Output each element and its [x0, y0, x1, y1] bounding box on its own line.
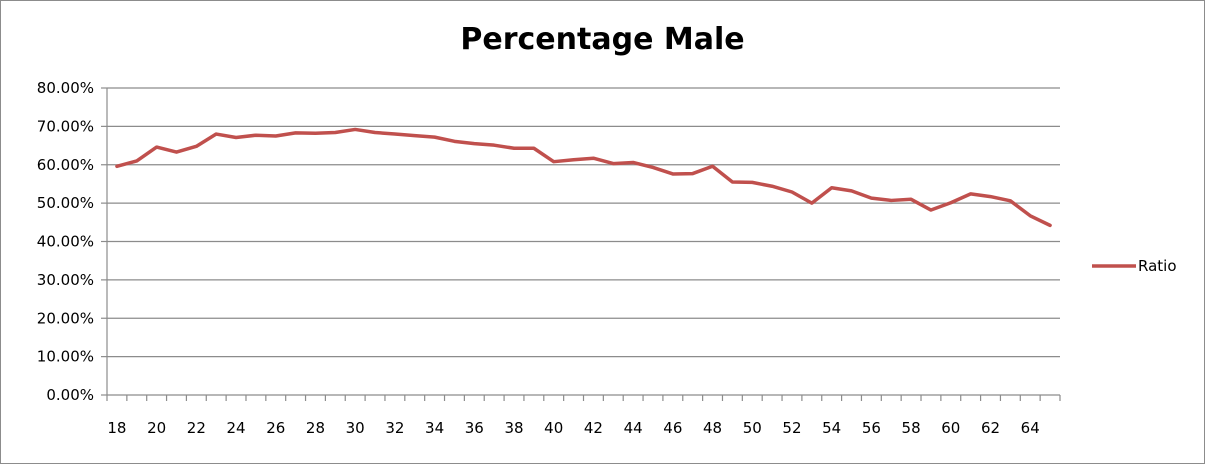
series-layer	[115, 127, 1052, 228]
y-tick-label: 10.00%	[37, 348, 94, 366]
y-tick-label: 30.00%	[37, 271, 94, 289]
x-tick-label: 40	[544, 419, 563, 437]
chart-title: Percentage Male	[460, 22, 745, 57]
x-tick-label: 64	[1021, 419, 1040, 437]
gridlines	[107, 87, 1060, 358]
x-tick-label: 22	[187, 419, 206, 437]
x-tick-label: 26	[266, 419, 285, 437]
series-line-ratio	[115, 127, 1052, 228]
y-tick-label: 80.00%	[37, 79, 94, 97]
x-tick-label: 62	[981, 419, 1000, 437]
x-tick-label: 52	[782, 419, 801, 437]
x-tick-label: 32	[385, 419, 404, 437]
y-tick-label: 20.00%	[37, 309, 94, 327]
x-tick-label: 38	[504, 419, 523, 437]
y-tick-label: 70.00%	[37, 117, 94, 135]
x-tick-label: 56	[862, 419, 881, 437]
x-tick-label: 36	[465, 419, 484, 437]
x-tick-label: 24	[227, 419, 246, 437]
y-tick-label: 50.00%	[37, 194, 94, 212]
x-tick-label: 58	[902, 419, 921, 437]
x-tick-label: 46	[663, 419, 682, 437]
x-tick-label: 54	[822, 419, 841, 437]
legend-label: Ratio	[1138, 257, 1177, 275]
x-tick-label: 48	[703, 419, 722, 437]
tick-labels: 0.00% 10.00% 20.00% 30.00% 40.00% 50.00% 60.00…	[37, 79, 1040, 437]
x-tick-label: 18	[107, 419, 126, 437]
x-tick-label: 20	[147, 419, 166, 437]
y-tick-label: 0.00%	[46, 386, 94, 404]
x-tick-label: 34	[425, 419, 444, 437]
x-tick-label: 44	[624, 419, 643, 437]
x-tick-label: 42	[584, 419, 603, 437]
axes	[101, 87, 1061, 401]
x-tick-label: 28	[306, 419, 325, 437]
legend: Ratio	[1092, 257, 1177, 275]
y-tick-label: 40.00%	[37, 233, 94, 251]
y-tick-label: 60.00%	[37, 156, 94, 174]
x-tick-label: 30	[346, 419, 365, 437]
x-tick-label: 60	[941, 419, 960, 437]
x-tick-label: 50	[743, 419, 762, 437]
